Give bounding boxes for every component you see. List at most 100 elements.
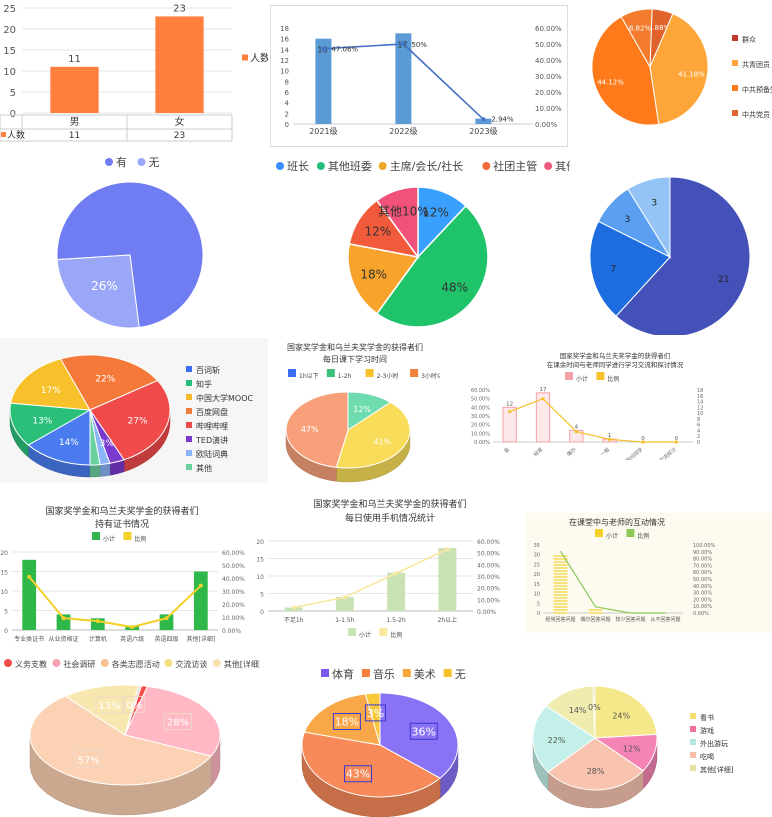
legend-label: 其他[详细] <box>555 159 570 173</box>
pie-slice <box>649 13 709 125</box>
y-tick: 15 <box>0 570 8 577</box>
legend-marker <box>186 394 192 400</box>
slice-label: 0% <box>588 703 601 712</box>
y-tick: 35 <box>534 543 540 549</box>
legend-marker <box>443 669 452 677</box>
y2-tick: 30.00% <box>222 589 245 596</box>
chart-gender-bar: 0 5 10 15 20 25 11 男 23 女人数 11 23 人数 <box>0 0 268 142</box>
slice-label: 17% <box>41 386 61 396</box>
legend-label: 社团主管 <box>493 159 537 173</box>
legend-marker <box>596 372 605 380</box>
slice-label: 13% <box>98 701 120 712</box>
legend-label: 游戏 <box>700 726 714 735</box>
legend-label: 中国大学MOOC <box>196 393 253 403</box>
y-tick: 0 <box>260 609 264 616</box>
y-tick: 50.00% <box>471 397 490 403</box>
legend-label: 小计 <box>359 631 371 639</box>
legend-marker <box>690 713 696 719</box>
slice-label: 43% <box>346 768 370 781</box>
y2-tick: 40.00% <box>535 57 562 65</box>
legend-marker <box>361 669 370 677</box>
x-tick: 经常 <box>532 446 544 458</box>
legend-label: 义务支教 <box>15 659 47 669</box>
legend-marker <box>690 726 696 732</box>
legend-marker <box>164 659 173 667</box>
legend-label: 比例 <box>607 375 619 383</box>
bar-label: 11 <box>68 54 81 65</box>
chart-studytime-pie3d: 国家奖学金和乌兰夫奖学金的获得者们 每日课下学习时间 1h以下 1-2h 2-3小时 3小… <box>270 338 440 486</box>
legend-marker <box>402 669 411 677</box>
x-tick: 男 <box>70 116 80 128</box>
line-point <box>342 595 347 600</box>
y2-tick: 18 <box>697 388 703 394</box>
line-point <box>641 440 645 444</box>
y2-tick: 40.00% <box>477 562 500 569</box>
slice-label: 12% <box>422 206 449 220</box>
legend-label: 其他[详细] <box>700 765 734 774</box>
y2-tick: 16 <box>697 394 703 400</box>
legend-label: 有 <box>116 155 127 169</box>
y2-tick: 50.00% <box>222 563 245 570</box>
x-tick: 英语六级 <box>120 635 144 643</box>
y2-tick: 40.00% <box>222 576 245 583</box>
legend-marker <box>186 450 192 456</box>
x-tick: 偶尔 <box>565 446 577 458</box>
y-tick: 8 <box>285 78 289 86</box>
chart-title: 国家奖学金和乌兰夫奖学金的获得者们 <box>45 505 198 517</box>
legend-label: 其他 <box>196 463 212 473</box>
y2-tick: 50.00% <box>693 577 712 583</box>
x-tick: 较少回答问题 <box>615 616 645 623</box>
pie-side <box>89 464 101 478</box>
y-tick: 20 <box>0 550 8 557</box>
y-tick: 30 <box>534 553 540 559</box>
slice-label: 3% <box>100 439 115 449</box>
label-box <box>364 704 386 722</box>
line-point <box>291 605 296 610</box>
y2-tick: 90.00% <box>693 550 712 556</box>
legend-label: 体育 <box>332 667 354 681</box>
chart-class-interaction-combo: 在课堂中与老师的互动情况 小计 比例 0 5 10 15 20 25 30 35 0.00% 10.00… <box>525 513 772 633</box>
pie-slice <box>620 8 653 69</box>
pie-slice <box>627 176 671 259</box>
y2-tick: 0.00% <box>222 628 241 635</box>
slice-label: 14% <box>59 438 79 448</box>
slice-label: 36% <box>412 725 436 738</box>
x-tick: 计算机 <box>89 635 107 643</box>
legend-label: 班长 <box>287 160 309 173</box>
y2-tick: 20.00% <box>535 89 562 97</box>
slice-label: 18% <box>360 268 387 282</box>
pie-slice <box>89 409 101 466</box>
chart-title: 国家奖学金和乌兰夫奖学金的获得者们 <box>313 498 466 510</box>
y2-tick: 60.00% <box>477 539 500 546</box>
slice-label: 13% <box>32 417 52 427</box>
slice-label: 其他10% <box>378 205 429 219</box>
y-tick: 25 <box>3 4 16 15</box>
y2-tick: 4 <box>697 428 700 434</box>
line-point <box>321 46 326 51</box>
x-tick: 从不回答问题 <box>650 616 680 623</box>
y2-tick: 80.00% <box>693 557 712 563</box>
y2-tick: 60.00% <box>693 570 712 576</box>
legend-marker <box>565 372 573 380</box>
legend-marker <box>595 529 603 537</box>
legend-label: 2-3小时 <box>377 372 399 380</box>
pie-slice <box>10 358 91 411</box>
x-tick: 其他[详细] <box>186 635 215 643</box>
slice-label: 47% <box>301 425 319 434</box>
y-tick: 20 <box>534 572 540 578</box>
legend-marker <box>690 765 696 771</box>
legend-label: 中共党员 <box>742 110 770 119</box>
slice-label: 3 <box>625 215 631 225</box>
bar-label: 4 <box>575 424 579 430</box>
legend-label: 3小时以上 <box>421 372 440 380</box>
bar <box>475 118 492 124</box>
x-tick: 不会交流探讨 <box>650 446 677 460</box>
legend-label: 比例 <box>134 535 146 543</box>
chart-yesno-pie: 有 无 26% <box>0 150 270 335</box>
legend-label: 比例 <box>637 532 649 540</box>
slice-label: 28% <box>587 767 605 776</box>
bar-label: 0 <box>641 436 645 442</box>
bar <box>22 559 37 630</box>
legend-marker <box>321 669 329 677</box>
legend-label: 各类志愿活动 <box>112 659 160 669</box>
